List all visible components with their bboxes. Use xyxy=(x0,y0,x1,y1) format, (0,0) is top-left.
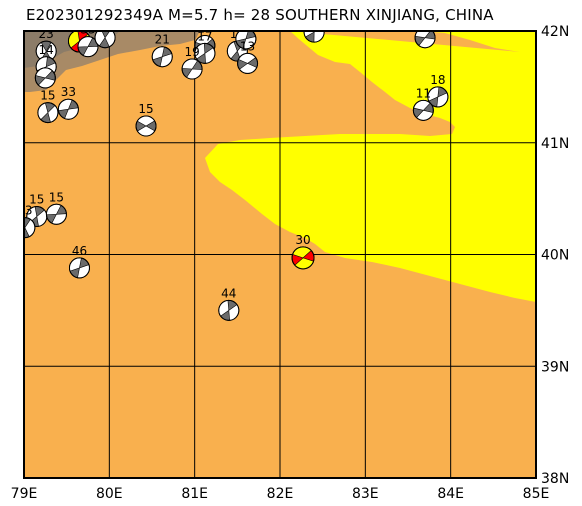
event-beachball[interactable] xyxy=(427,86,449,108)
event-depth-label: 18 xyxy=(417,14,432,28)
event-depth-label: 15 xyxy=(49,190,64,204)
event-beachball[interactable] xyxy=(414,28,436,49)
event-depth-label: 15 xyxy=(29,193,44,207)
event-depth-label: 17 xyxy=(197,29,212,43)
event-beachball[interactable] xyxy=(45,203,67,225)
event-depth-label: 17 xyxy=(197,22,212,36)
event-depth-label: 13 xyxy=(240,39,255,53)
map-frame xyxy=(23,30,537,479)
event-depth-label: 30 xyxy=(295,233,310,247)
latitude-tick-label: 38N xyxy=(541,471,569,487)
longitude-tick-label: 83E xyxy=(352,486,379,502)
longitude-ticks: 79E 80E 81E 82E 83E 84E 85E xyxy=(11,486,550,502)
event-beachball[interactable] xyxy=(151,46,173,68)
event-depth-label: 23 xyxy=(39,27,54,41)
longitude-tick-label: 84E xyxy=(437,486,464,502)
event-beachball[interactable] xyxy=(37,102,59,124)
event-depth-label: 47 xyxy=(238,15,253,29)
latitude-tick-label: 40N xyxy=(541,248,569,264)
map-title: E202301292349A M=5.7 h= 28 SOUTHERN XINJ… xyxy=(26,6,494,24)
event-depth-label: 19 xyxy=(184,45,199,59)
longitude-tick-label: 82E xyxy=(267,486,294,502)
event-beachball[interactable] xyxy=(181,58,203,80)
event-beachball[interactable] xyxy=(57,98,79,120)
event-beachball[interactable] xyxy=(68,257,90,279)
event-depth-label: 14 xyxy=(39,43,54,57)
event-depth-label: 20 xyxy=(72,16,87,30)
longitude-tick-label: 81E xyxy=(181,486,208,502)
latitude-tick-label: 42N xyxy=(541,24,569,40)
mainshock-beachball[interactable] xyxy=(291,246,315,270)
event-depth-label: 44 xyxy=(221,286,236,300)
longitude-tick-label: 79E xyxy=(11,486,38,502)
latitude-tick-label: 41N xyxy=(541,136,569,152)
event-beachball[interactable] xyxy=(77,36,99,58)
event-markers: 2314203318211717191047131518153315181115… xyxy=(17,8,449,321)
desert-area xyxy=(205,31,536,302)
event-beachball[interactable] xyxy=(194,42,216,64)
latitude-tick-label: 39N xyxy=(541,359,569,375)
longitude-tick-label: 85E xyxy=(523,486,550,502)
event-depth-label: 15 xyxy=(138,102,153,116)
event-depth-label: 15 xyxy=(306,8,321,22)
event-depth-label: 21 xyxy=(155,33,170,47)
event-depth-label: 18 xyxy=(430,73,445,87)
event-depth-label: 11 xyxy=(416,86,431,100)
event-depth-label: 33 xyxy=(17,204,32,218)
highland-area xyxy=(24,31,200,92)
longitude-tick-label: 80E xyxy=(96,486,123,502)
event-beachball[interactable] xyxy=(412,99,434,121)
event-depth-label: 15 xyxy=(40,89,55,103)
event-beachball[interactable] xyxy=(94,28,116,49)
map-grid xyxy=(24,31,536,478)
event-depth-label: 46 xyxy=(72,244,87,258)
event-depth-label: 33 xyxy=(61,85,76,99)
event-depth-label: 18 xyxy=(97,14,112,28)
event-beachball[interactable] xyxy=(135,115,157,137)
event-beachball[interactable] xyxy=(34,67,56,89)
event-depth-label: 33 xyxy=(80,23,95,37)
event-beachball[interactable] xyxy=(235,29,257,50)
event-beachball[interactable] xyxy=(237,52,259,74)
latitude-ticks: 42N 41N 40N 39N 38N xyxy=(541,24,569,487)
event-beachball[interactable] xyxy=(218,299,240,321)
event-beachball[interactable] xyxy=(303,22,325,43)
